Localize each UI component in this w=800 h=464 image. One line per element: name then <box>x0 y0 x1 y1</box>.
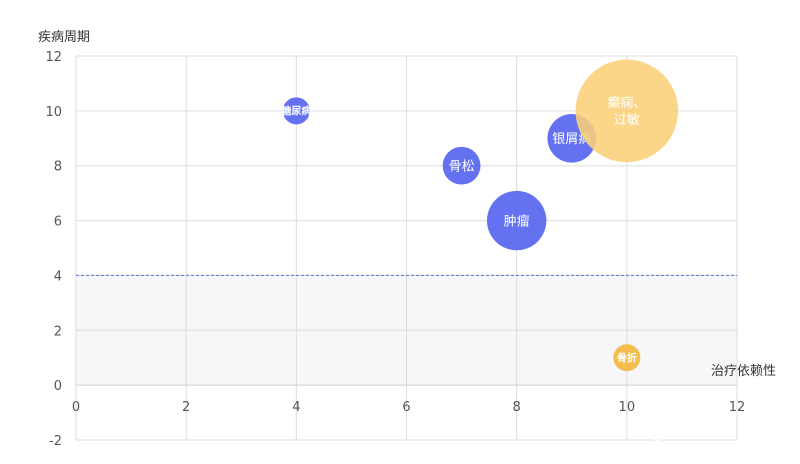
bubble-point <box>486 190 547 251</box>
x-tick-label: 12 <box>729 400 746 415</box>
y-tick-label: 0 <box>54 379 62 394</box>
bubble-label: 肿瘤 <box>504 213 530 229</box>
bubble-label: 过敏 <box>614 113 640 128</box>
bubble-point <box>442 146 481 185</box>
x-tick-label: 6 <box>402 400 410 415</box>
y-axis-title: 疾病周期 <box>38 30 90 45</box>
y-tick-label: 2 <box>54 324 62 339</box>
watermark-text: 知乎 @海魂酒酿 <box>610 423 734 443</box>
y-tick-label: 10 <box>45 105 62 120</box>
x-tick-label: 0 <box>72 400 80 415</box>
y-tick-label: 8 <box>54 160 62 175</box>
x-tick-label: 4 <box>292 400 300 415</box>
bubble-point <box>282 97 310 125</box>
bubble-label: 糖尿病 <box>281 104 311 117</box>
bubble-label: 骨松 <box>449 159 475 174</box>
y-tick-label: -2 <box>49 434 62 449</box>
y-tick-label: 6 <box>54 215 62 230</box>
bubble-label: 骨折 <box>617 351 637 364</box>
x-tick-label: 10 <box>619 400 636 415</box>
x-tick-label: 2 <box>182 400 190 415</box>
x-tick-label: 8 <box>513 400 521 415</box>
bubble-point <box>575 59 679 163</box>
y-tick-label: 12 <box>45 50 62 65</box>
bubble-label: 癫痫、 <box>607 95 646 111</box>
bubble-point <box>613 344 641 372</box>
y-tick-label: 4 <box>54 269 62 284</box>
bubble-label: 银屑病 <box>552 132 591 147</box>
x-axis-title: 治疗依赖性 <box>711 364 776 379</box>
